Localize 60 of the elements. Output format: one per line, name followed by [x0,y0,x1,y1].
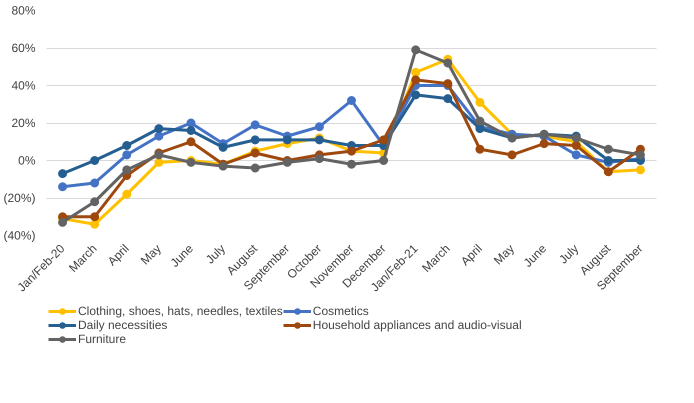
point [218,142,228,152]
point [58,169,68,178]
y-tick-label: 60% [11,41,36,55]
point [154,124,164,134]
point [186,118,196,128]
point [90,178,100,188]
point [122,141,132,150]
point [475,144,484,154]
legend-label: Household appliances and audio-visual [312,318,522,332]
point [604,144,613,154]
point [250,164,260,172]
point [411,90,420,100]
point [508,150,517,160]
point [347,160,356,169]
point [122,165,132,174]
point [411,68,420,77]
point [443,58,452,68]
point [443,94,452,104]
point [90,197,100,206]
y-tick-label: (20%) [3,191,36,205]
point [572,150,581,160]
point [411,45,420,54]
y-tick-label: (40%) [3,228,36,242]
legend-label: Furniture [78,332,126,346]
point [154,158,164,167]
point [475,116,484,126]
point [636,165,645,174]
point [186,137,196,146]
point [90,156,100,165]
legend-label: Clothing, shoes, hats, needles, textiles [78,304,283,318]
x-tick-label: July [203,242,228,267]
y-tick-label: 0% [18,154,36,168]
point [58,182,68,192]
point [475,98,484,107]
x-tick-label: May [138,242,164,268]
y-tick-label: 80% [11,4,36,18]
point [90,212,100,222]
point [122,190,132,199]
point [347,96,356,105]
point [282,135,292,144]
y-tick-label: 20% [11,116,36,130]
legend-label: Daily necessities [78,318,168,332]
point [90,220,100,229]
point [314,122,324,132]
point [411,75,420,84]
x-tick-label: May [491,242,517,268]
point [154,132,164,141]
y-tick-label: 40% [11,78,36,92]
point [314,154,324,164]
x-tick-label: July [556,242,582,267]
point [636,150,645,160]
point [540,139,549,148]
point [58,218,68,227]
legend-label: Cosmetics [312,304,369,318]
point [379,135,388,144]
point [186,126,196,135]
point [250,135,260,144]
point [250,120,260,130]
point [379,156,388,165]
point [122,150,132,160]
